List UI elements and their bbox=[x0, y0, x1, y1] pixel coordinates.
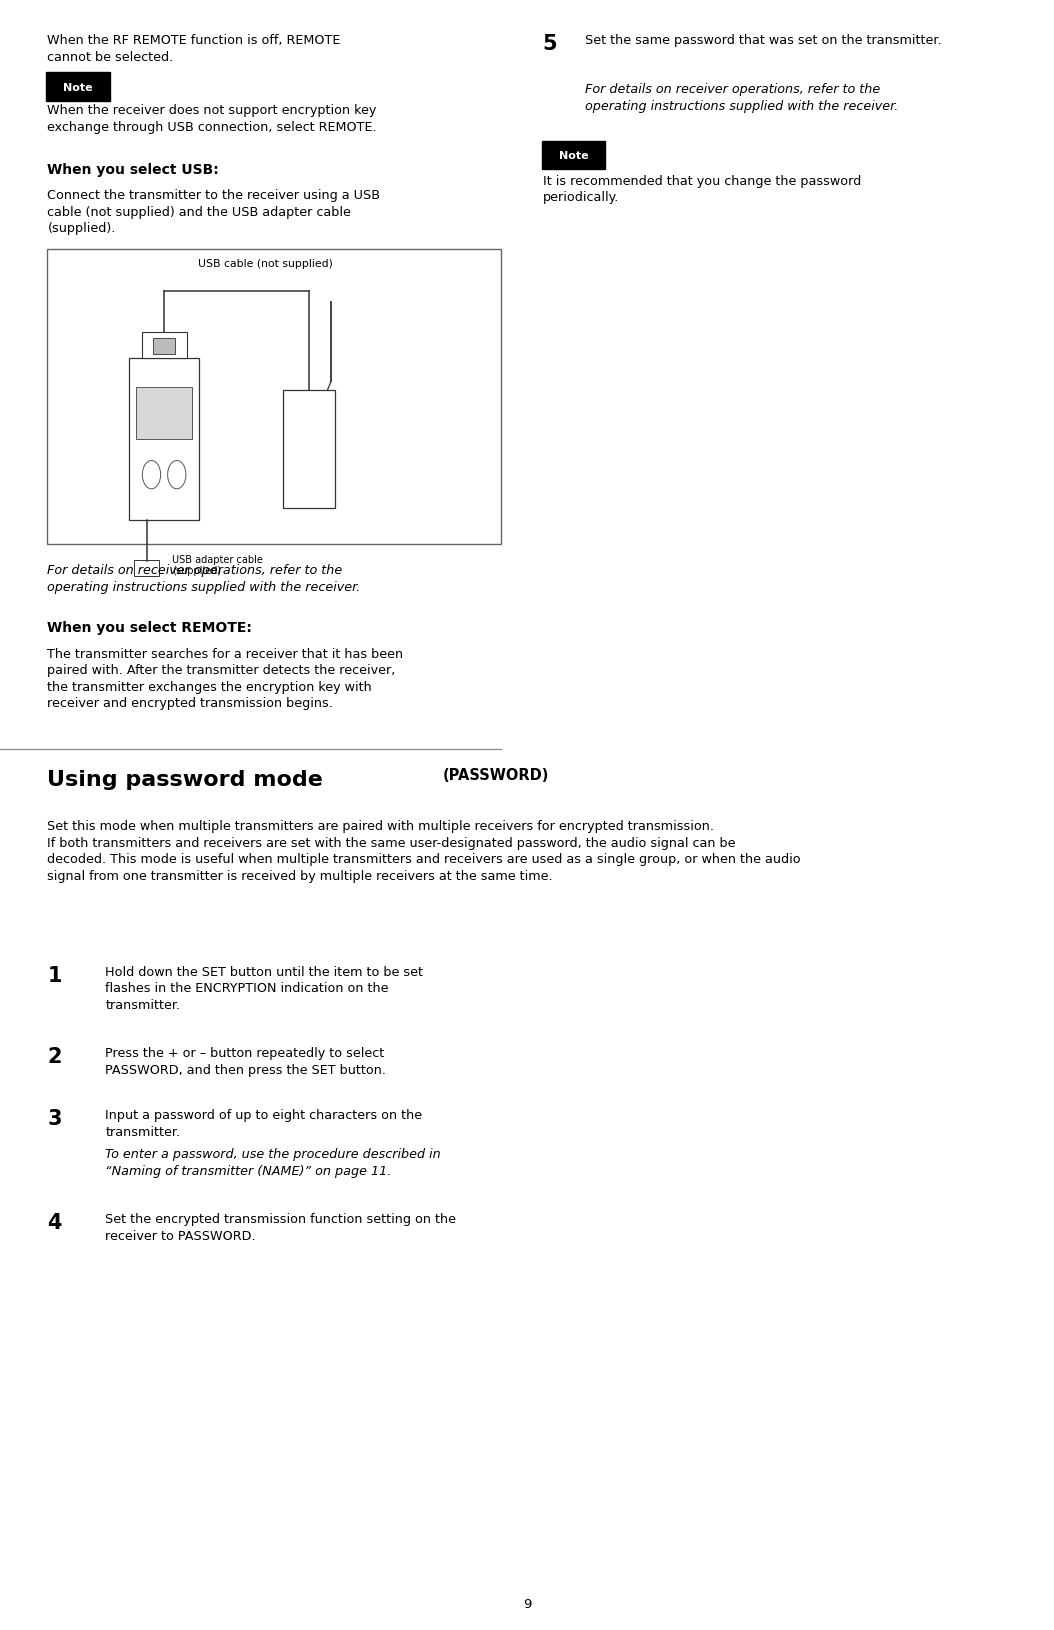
Text: When you select USB:: When you select USB: bbox=[47, 163, 219, 178]
Text: Input a password of up to eight characters on the
transmitter.: Input a password of up to eight characte… bbox=[105, 1108, 423, 1138]
Text: (PASSWORD): (PASSWORD) bbox=[443, 768, 549, 782]
Text: To enter a password, use the procedure described in
“Naming of transmitter (NAME: To enter a password, use the procedure d… bbox=[105, 1148, 442, 1177]
Bar bbox=[284, 391, 335, 509]
Text: It is recommended that you change the password
periodically.: It is recommended that you change the pa… bbox=[543, 174, 861, 204]
Text: USB adapter cable
(supplied): USB adapter cable (supplied) bbox=[173, 554, 264, 575]
Text: 3: 3 bbox=[47, 1108, 62, 1128]
Text: When the receiver does not support encryption key
exchange through USB connectio: When the receiver does not support encry… bbox=[47, 104, 377, 134]
Bar bbox=[129, 359, 199, 522]
Text: 4: 4 bbox=[47, 1213, 62, 1232]
Bar bbox=[136, 388, 192, 440]
Text: 2: 2 bbox=[47, 1046, 62, 1066]
Text: USB cable (not supplied): USB cable (not supplied) bbox=[197, 259, 332, 269]
Text: Note: Note bbox=[559, 152, 588, 161]
Text: 9: 9 bbox=[523, 1597, 531, 1610]
Bar bbox=[141, 333, 187, 359]
Text: 1: 1 bbox=[47, 965, 62, 985]
FancyBboxPatch shape bbox=[542, 142, 605, 171]
Bar bbox=[153, 339, 175, 355]
Text: When the RF REMOTE function is off, REMOTE
cannot be selected.: When the RF REMOTE function is off, REMO… bbox=[47, 34, 340, 64]
Text: Set the same password that was set on the transmitter.: Set the same password that was set on th… bbox=[585, 34, 941, 47]
Text: When you select REMOTE:: When you select REMOTE: bbox=[47, 621, 252, 636]
Text: Connect the transmitter to the receiver using a USB
cable (not supplied) and the: Connect the transmitter to the receiver … bbox=[47, 189, 380, 235]
FancyBboxPatch shape bbox=[46, 73, 110, 101]
Text: Note: Note bbox=[63, 83, 93, 93]
Bar bbox=[47, 249, 501, 544]
Text: 5: 5 bbox=[543, 34, 558, 54]
Text: Set the encrypted transmission function setting on the
receiver to PASSWORD.: Set the encrypted transmission function … bbox=[105, 1213, 456, 1242]
Bar bbox=[134, 561, 159, 577]
Text: For details on receiver operations, refer to the
operating instructions supplied: For details on receiver operations, refe… bbox=[585, 83, 898, 112]
Text: Press the + or – button repeatedly to select
PASSWORD, and then press the SET bu: Press the + or – button repeatedly to se… bbox=[105, 1046, 387, 1076]
Text: Hold down the SET button until the item to be set
flashes in the ENCRYPTION indi: Hold down the SET button until the item … bbox=[105, 965, 424, 1011]
Text: The transmitter searches for a receiver that it has been
paired with. After the : The transmitter searches for a receiver … bbox=[47, 647, 404, 709]
Text: Using password mode: Using password mode bbox=[47, 769, 331, 789]
Text: For details on receiver operations, refer to the
operating instructions supplied: For details on receiver operations, refe… bbox=[47, 564, 360, 593]
Text: Set this mode when multiple transmitters are paired with multiple receivers for : Set this mode when multiple transmitters… bbox=[47, 820, 801, 882]
